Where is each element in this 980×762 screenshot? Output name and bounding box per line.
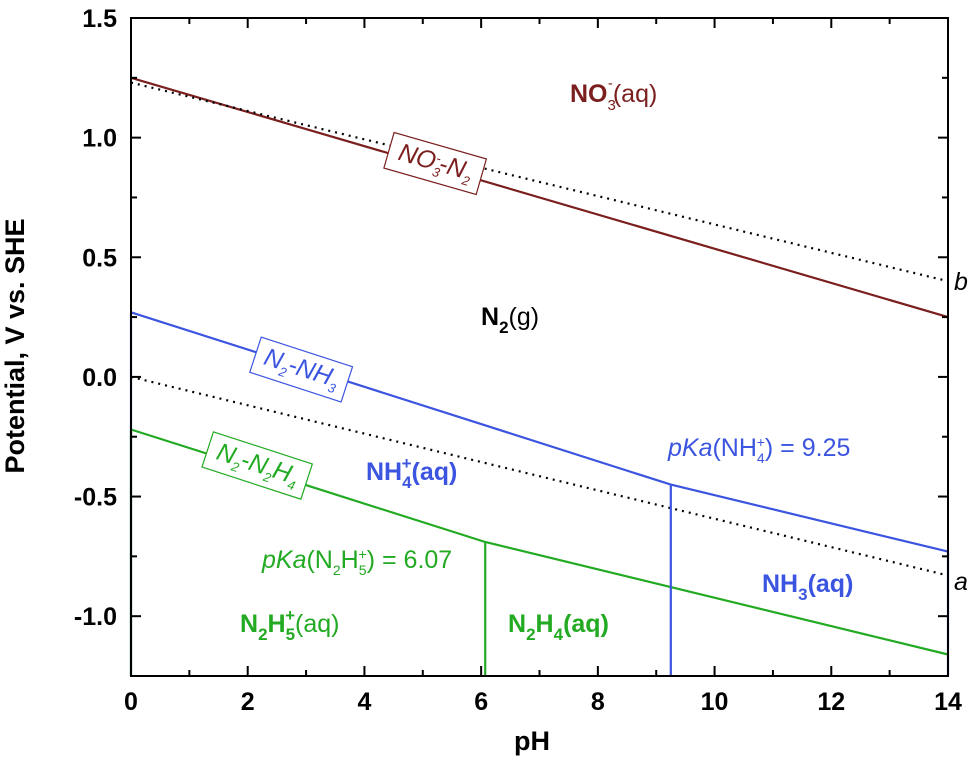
dotted-line-a-label: a [954,568,968,596]
x-tick-label: 2 [241,688,255,716]
x-tick-label: 10 [701,688,729,716]
region-no3-label: NO3-(aq) [570,75,657,114]
series-line-3 [130,81,949,283]
box-n2-n2h4: N2-N2H4 [201,431,314,500]
x-tick-label: 14 [934,688,962,716]
y-tick-label: 0.0 [82,364,117,392]
dotted-line-b-label: b [954,268,968,296]
svg-text:NO3--N2: NO3--N2 [394,138,476,189]
region-n2h4-label: N2H4(aq) [508,610,609,644]
tick-layer: 0 2 4 6 8 10 12 14 1.5 1.0 0.5 0.0 -0.5 -1.0 [74,5,962,716]
y-tick-label: 0.5 [82,244,117,272]
box-no3-n2: NO3--N2 [383,131,488,196]
x-tick-label: 6 [474,688,488,716]
pka-n2h5-label: pKa(N2H5+) = 6.07 [261,546,452,578]
y-tick-label: 1.0 [82,125,117,153]
region-n2h5-label: N2H5+(aq) [240,606,339,644]
y-tick-label: -0.5 [74,484,117,512]
x-tick-label: 12 [817,688,845,716]
pka-nh4-label: pKa(NH4+) = 9.25 [667,434,850,466]
x-tick-label: 0 [124,688,138,716]
x-axis-title: pH [514,726,550,756]
y-axis-title: Potential, V vs. SHE [0,218,30,473]
series-line-1 [130,311,949,553]
series-line-4 [130,375,949,577]
svg-text:N2-N2H4: N2-N2H4 [212,438,302,494]
box-n2-nh3: N2-NH3 [249,336,354,403]
region-n2-label: N2(g) [481,303,539,337]
region-nh3-label: NH3(aq) [762,570,853,604]
region-nh4-label: NH4+(aq) [366,454,457,492]
y-tick-label: 1.5 [82,5,117,33]
y-tick-label: -1.0 [74,603,117,631]
series-line-0 [130,76,949,319]
x-tick-label: 4 [357,688,371,716]
x-tick-label: 8 [591,688,605,716]
